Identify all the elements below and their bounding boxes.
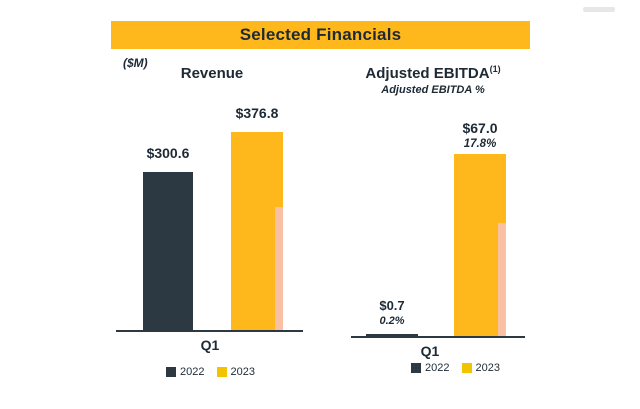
ebitda-2023-pct-label: 17.8% <box>463 138 497 150</box>
page-title: Selected Financials <box>111 21 530 49</box>
bar-shadow <box>498 223 506 336</box>
revenue-2023-value-label: $376.8 <box>235 105 279 121</box>
ebitda-title-footnote: (1) <box>489 64 501 74</box>
revenue-category-label: Q1 <box>200 337 220 353</box>
ebitda-category-label: Q1 <box>420 343 440 359</box>
ebitda-2023-bar <box>454 154 506 336</box>
ebitda-2022-pct-label: 0.2% <box>379 315 405 327</box>
revenue-2022-value-label: $300.6 <box>146 145 190 161</box>
ebitda-x-axis <box>351 336 525 338</box>
ebitda-title-text: Adjusted EBITDA <box>365 65 490 82</box>
legend-label-2023: 2023 <box>230 366 255 378</box>
ebitda-2023-value-label: $67.0 <box>462 120 498 136</box>
legend-item-2022: 2022 <box>411 362 450 374</box>
legend-swatch-2022 <box>411 363 422 373</box>
ebitda-chart-title: Adjusted EBITDA(1) <box>343 64 523 82</box>
legend-item-2023: 2023 <box>461 362 500 374</box>
units-label: ($M) <box>123 56 148 70</box>
legend-label-2022: 2022 <box>180 366 205 378</box>
revenue-legend: 2022 2023 <box>148 366 273 378</box>
ebitda-chart-subtitle: Adjusted EBITDA % <box>381 84 485 96</box>
legend-swatch-2022 <box>166 367 177 377</box>
legend-label-2022: 2022 <box>425 362 450 374</box>
revenue-chart-title: Revenue <box>180 65 244 82</box>
ebitda-2022-value-label: $0.7 <box>379 298 405 313</box>
ebitda-legend: 2022 2023 <box>393 362 518 374</box>
legend-swatch-2023 <box>461 363 472 373</box>
revenue-2022-bar <box>143 172 193 330</box>
revenue-2023-bar <box>231 132 283 330</box>
revenue-x-axis <box>116 330 303 332</box>
legend-item-2022: 2022 <box>166 366 205 378</box>
legend-item-2023: 2023 <box>216 366 255 378</box>
legend-swatch-2023 <box>216 367 227 377</box>
watermark-mark <box>583 7 615 12</box>
ebitda-2022-bar <box>366 334 418 336</box>
bar-shadow <box>275 207 283 330</box>
legend-label-2023: 2023 <box>475 362 500 374</box>
